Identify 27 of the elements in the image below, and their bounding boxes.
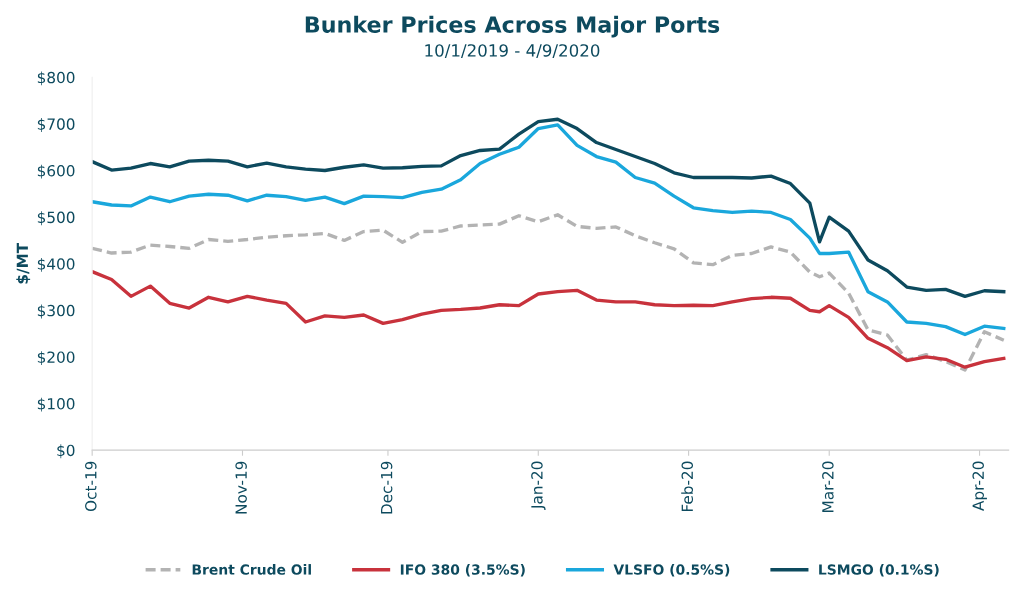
x-tick-label: Feb-20 [681,461,694,512]
y-tick-label: $700 [37,118,75,132]
y-tick-label: $600 [37,164,75,179]
x-tick-label: Oct-19 [85,461,97,512]
legend-label: LSMGO (0.1%S) [819,564,939,577]
y-tick-label: $100 [37,397,75,412]
legend-label: VLSFO (0.5%S) [613,564,730,577]
y-tick-label: $400 [37,257,75,272]
legend-label: Brent Crude Oil [192,564,311,575]
x-tick-label: Nov-19 [235,461,247,514]
x-tick-label: Dec-19 [380,461,393,514]
y-tick-label: $200 [37,351,75,365]
x-tick-label: Jan-20 [531,461,546,510]
line-series [92,117,1006,299]
chart-title: Bunker Prices Across Major Ports [305,15,720,38]
legend-label: IFO 380 (3.5%S) [400,564,525,577]
y-tick-label: $0 [57,444,75,459]
y-tick-label: $500 [37,211,75,226]
line-series [92,123,1006,337]
line-series [92,213,1006,372]
y-axis-title: $/MT [16,242,31,284]
line-series [92,269,1006,369]
x-tick-label: Mar-20 [822,461,834,512]
x-tick-label: Apr-20 [972,461,987,511]
y-tick-label: $800 [37,71,75,86]
chart-subtitle: 10/1/2019 - 4/9/2020 [425,44,600,59]
y-tick-label: $300 [37,304,75,319]
